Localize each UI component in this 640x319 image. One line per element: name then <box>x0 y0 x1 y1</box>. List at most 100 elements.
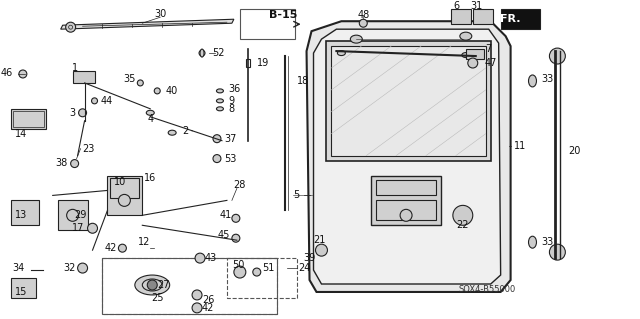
Bar <box>11 278 36 298</box>
Text: 33: 33 <box>541 237 554 247</box>
Text: 21: 21 <box>314 235 326 245</box>
Circle shape <box>400 209 412 221</box>
Text: 32: 32 <box>63 263 76 273</box>
Text: 24: 24 <box>298 263 311 273</box>
Text: 47: 47 <box>484 58 497 68</box>
Circle shape <box>138 80 143 86</box>
Circle shape <box>195 253 205 263</box>
Bar <box>227 258 296 298</box>
Circle shape <box>232 214 240 222</box>
Circle shape <box>549 48 565 64</box>
Circle shape <box>92 98 97 104</box>
Ellipse shape <box>168 130 176 135</box>
Bar <box>332 46 486 156</box>
Text: 40: 40 <box>165 86 177 96</box>
Ellipse shape <box>216 89 223 93</box>
Text: 18: 18 <box>296 76 309 86</box>
Text: 48: 48 <box>357 10 369 20</box>
Bar <box>11 200 39 225</box>
Bar <box>102 258 276 314</box>
Circle shape <box>213 135 221 143</box>
Polygon shape <box>500 9 540 29</box>
Text: 46: 46 <box>1 68 13 78</box>
Circle shape <box>234 266 246 278</box>
Text: 7: 7 <box>484 44 491 54</box>
Circle shape <box>118 194 131 206</box>
Text: 11: 11 <box>513 141 526 151</box>
Circle shape <box>192 290 202 300</box>
Text: 13: 13 <box>15 210 27 220</box>
Ellipse shape <box>135 275 170 295</box>
Circle shape <box>88 223 97 233</box>
Text: 8: 8 <box>228 104 234 114</box>
Circle shape <box>66 22 76 32</box>
Bar <box>13 111 44 127</box>
Text: 37: 37 <box>224 134 236 144</box>
Text: 14: 14 <box>15 129 27 139</box>
Ellipse shape <box>216 107 223 111</box>
Text: 19: 19 <box>257 58 269 68</box>
Circle shape <box>549 244 565 260</box>
Bar <box>466 49 484 59</box>
Text: 23: 23 <box>83 144 95 154</box>
Text: 39: 39 <box>303 253 316 263</box>
Bar <box>451 9 471 24</box>
Ellipse shape <box>337 51 346 56</box>
Ellipse shape <box>529 75 536 87</box>
Text: 3: 3 <box>70 108 76 118</box>
Text: 4: 4 <box>147 114 154 124</box>
Ellipse shape <box>462 53 470 57</box>
Circle shape <box>359 19 367 27</box>
Circle shape <box>147 280 157 290</box>
Circle shape <box>77 263 88 273</box>
Bar <box>246 59 250 67</box>
Text: 1: 1 <box>72 63 77 73</box>
Text: 26: 26 <box>202 295 214 305</box>
Text: 50: 50 <box>233 260 245 270</box>
Polygon shape <box>307 21 511 292</box>
Text: 33: 33 <box>541 74 554 84</box>
Circle shape <box>70 160 79 167</box>
Circle shape <box>154 88 160 94</box>
Text: 44: 44 <box>100 96 113 106</box>
Text: 5: 5 <box>293 190 300 200</box>
Circle shape <box>192 303 202 313</box>
Circle shape <box>453 205 473 225</box>
Text: 2: 2 <box>182 126 188 136</box>
Text: 38: 38 <box>56 158 68 167</box>
Text: 52: 52 <box>212 48 225 58</box>
Text: 41: 41 <box>220 210 232 220</box>
Bar <box>326 41 491 160</box>
Bar <box>371 175 441 225</box>
Text: 35: 35 <box>123 74 135 84</box>
Ellipse shape <box>147 110 154 115</box>
Circle shape <box>232 234 240 242</box>
Text: 17: 17 <box>72 223 84 233</box>
Text: 22: 22 <box>456 220 469 230</box>
Text: 30: 30 <box>154 9 166 19</box>
Text: 42: 42 <box>202 303 214 313</box>
Bar <box>11 109 45 129</box>
Text: 29: 29 <box>75 210 87 220</box>
Text: 6: 6 <box>454 1 460 11</box>
Bar <box>240 9 294 39</box>
Text: B-15: B-15 <box>269 10 298 20</box>
Bar <box>473 9 493 24</box>
Polygon shape <box>314 29 500 284</box>
Text: 45: 45 <box>218 230 230 240</box>
Text: 43: 43 <box>205 253 217 263</box>
Text: 16: 16 <box>144 174 156 183</box>
Text: 15: 15 <box>15 287 27 297</box>
Text: 34: 34 <box>13 263 25 273</box>
Text: 10: 10 <box>115 177 127 188</box>
Bar <box>72 71 95 83</box>
Bar <box>111 179 140 198</box>
Ellipse shape <box>200 49 204 57</box>
Text: 42: 42 <box>105 243 117 253</box>
Bar <box>376 181 436 196</box>
Circle shape <box>468 58 477 68</box>
Ellipse shape <box>460 32 472 40</box>
Ellipse shape <box>216 99 223 103</box>
Text: 31: 31 <box>470 1 483 11</box>
Circle shape <box>19 70 27 78</box>
